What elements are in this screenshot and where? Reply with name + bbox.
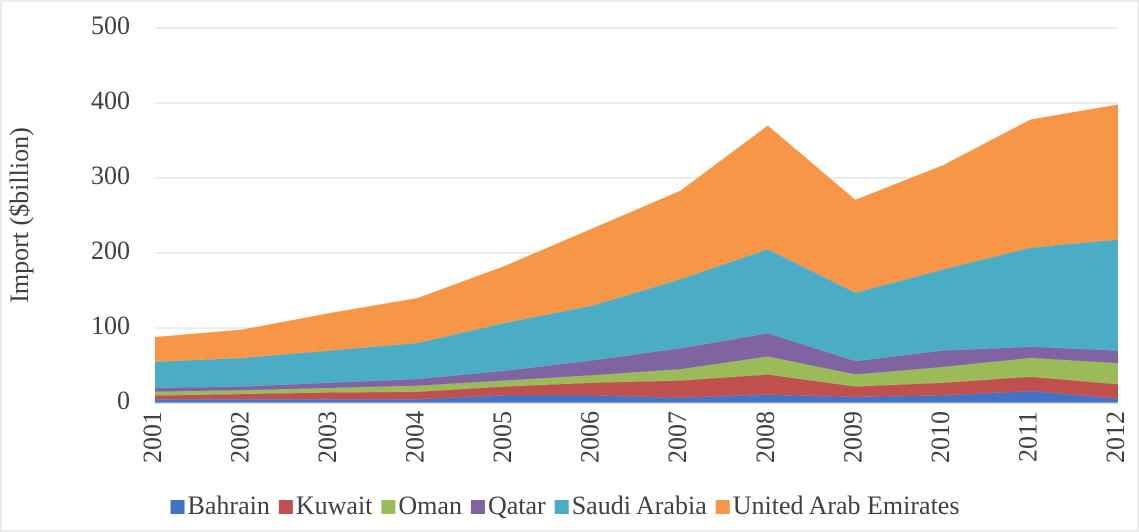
y-tick-label: 300 <box>91 161 130 190</box>
legend-swatch <box>715 500 730 514</box>
legend-label: Qatar <box>488 491 546 520</box>
legend-label: Saudi Arabia <box>572 491 707 520</box>
x-tick-label: 2005 <box>488 411 517 463</box>
x-tick-label: 2001 <box>138 411 167 463</box>
legend-label: Oman <box>398 491 462 520</box>
x-tick-label: 2011 <box>1013 411 1042 462</box>
area <box>155 333 1118 392</box>
legend-label: United Arab Emirates <box>733 491 960 520</box>
x-tick-label: 2006 <box>576 411 605 463</box>
area <box>155 356 1118 396</box>
y-tick-label: 100 <box>91 311 130 340</box>
y-tick-label: 400 <box>91 86 130 115</box>
x-tick-label: 2002 <box>226 411 255 463</box>
x-tick-label: 2007 <box>663 411 692 463</box>
x-tick-label: 2012 <box>1101 411 1130 463</box>
area <box>155 239 1118 388</box>
x-tick-label: 2008 <box>751 411 780 463</box>
legend-swatch <box>278 500 293 514</box>
y-axis-title: Import ($billion) <box>5 127 34 302</box>
legend-swatch <box>470 500 485 514</box>
x-tick-label: 2004 <box>401 411 430 463</box>
legend-swatch <box>381 500 396 514</box>
legend-label: Bahrain <box>188 491 270 520</box>
area <box>155 391 1118 403</box>
legend-swatch <box>170 500 185 514</box>
x-tick-label: 2003 <box>313 411 342 463</box>
area <box>155 104 1118 362</box>
area <box>155 374 1118 400</box>
legend-label: Kuwait <box>296 491 373 520</box>
legend-swatch <box>554 500 569 514</box>
y-tick-label: 0 <box>117 386 130 415</box>
y-tick-label: 500 <box>91 11 130 40</box>
x-tick-label: 2009 <box>838 411 867 463</box>
y-tick-label: 200 <box>91 236 130 265</box>
x-tick-label: 2010 <box>926 411 955 463</box>
